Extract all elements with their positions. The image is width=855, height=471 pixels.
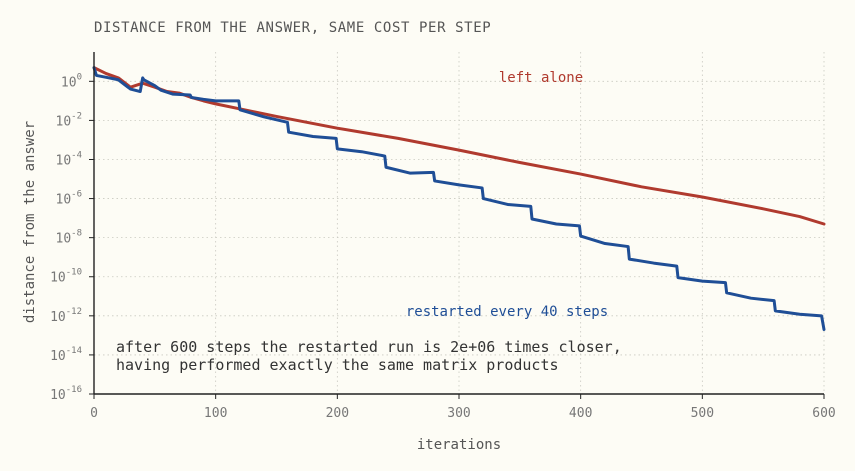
x-axis-title: iterations — [417, 437, 501, 453]
series-layer — [92, 66, 826, 331]
series-label-restarted: restarted every 40 steps — [406, 304, 608, 320]
series-line-restarted — [92, 66, 826, 331]
y-tick-label: 10-8 — [56, 229, 83, 247]
chart-title: DISTANCE FROM THE ANSWER, SAME COST PER … — [94, 20, 491, 36]
y-tick-label: 10-14 — [50, 346, 82, 364]
x-tick-label: 600 — [812, 406, 835, 421]
x-tick-label: 400 — [569, 406, 592, 421]
grid — [93, 52, 825, 395]
ticks: 100 10-2 10-4 10-6 10-8 10-10 10-12 10-14 10-16 0… — [50, 72, 836, 421]
y-tick-label: 10-6 — [56, 190, 83, 208]
annotation-line-2: having performed exactly the same matrix… — [116, 356, 559, 374]
x-tick-label: 300 — [447, 406, 470, 421]
y-tick-label: 10-2 — [56, 111, 83, 129]
y-axis-title: distance from the answer — [22, 121, 38, 323]
annotation-line-1: after 600 steps the restarted run is 2e+… — [116, 338, 622, 356]
x-tick-label: 100 — [204, 406, 227, 421]
y-tick-label: 10-10 — [50, 268, 82, 286]
y-tick-label: 10-4 — [56, 150, 83, 168]
series-label-left-alone: left alone — [499, 70, 583, 86]
x-tick-label: 500 — [691, 406, 714, 421]
y-tick-label: 10-12 — [50, 307, 82, 325]
x-tick-label: 200 — [326, 406, 349, 421]
y-tick-label: 100 — [61, 72, 82, 90]
x-tick-label: 0 — [90, 406, 98, 421]
y-tick-label: 10-16 — [50, 385, 82, 403]
